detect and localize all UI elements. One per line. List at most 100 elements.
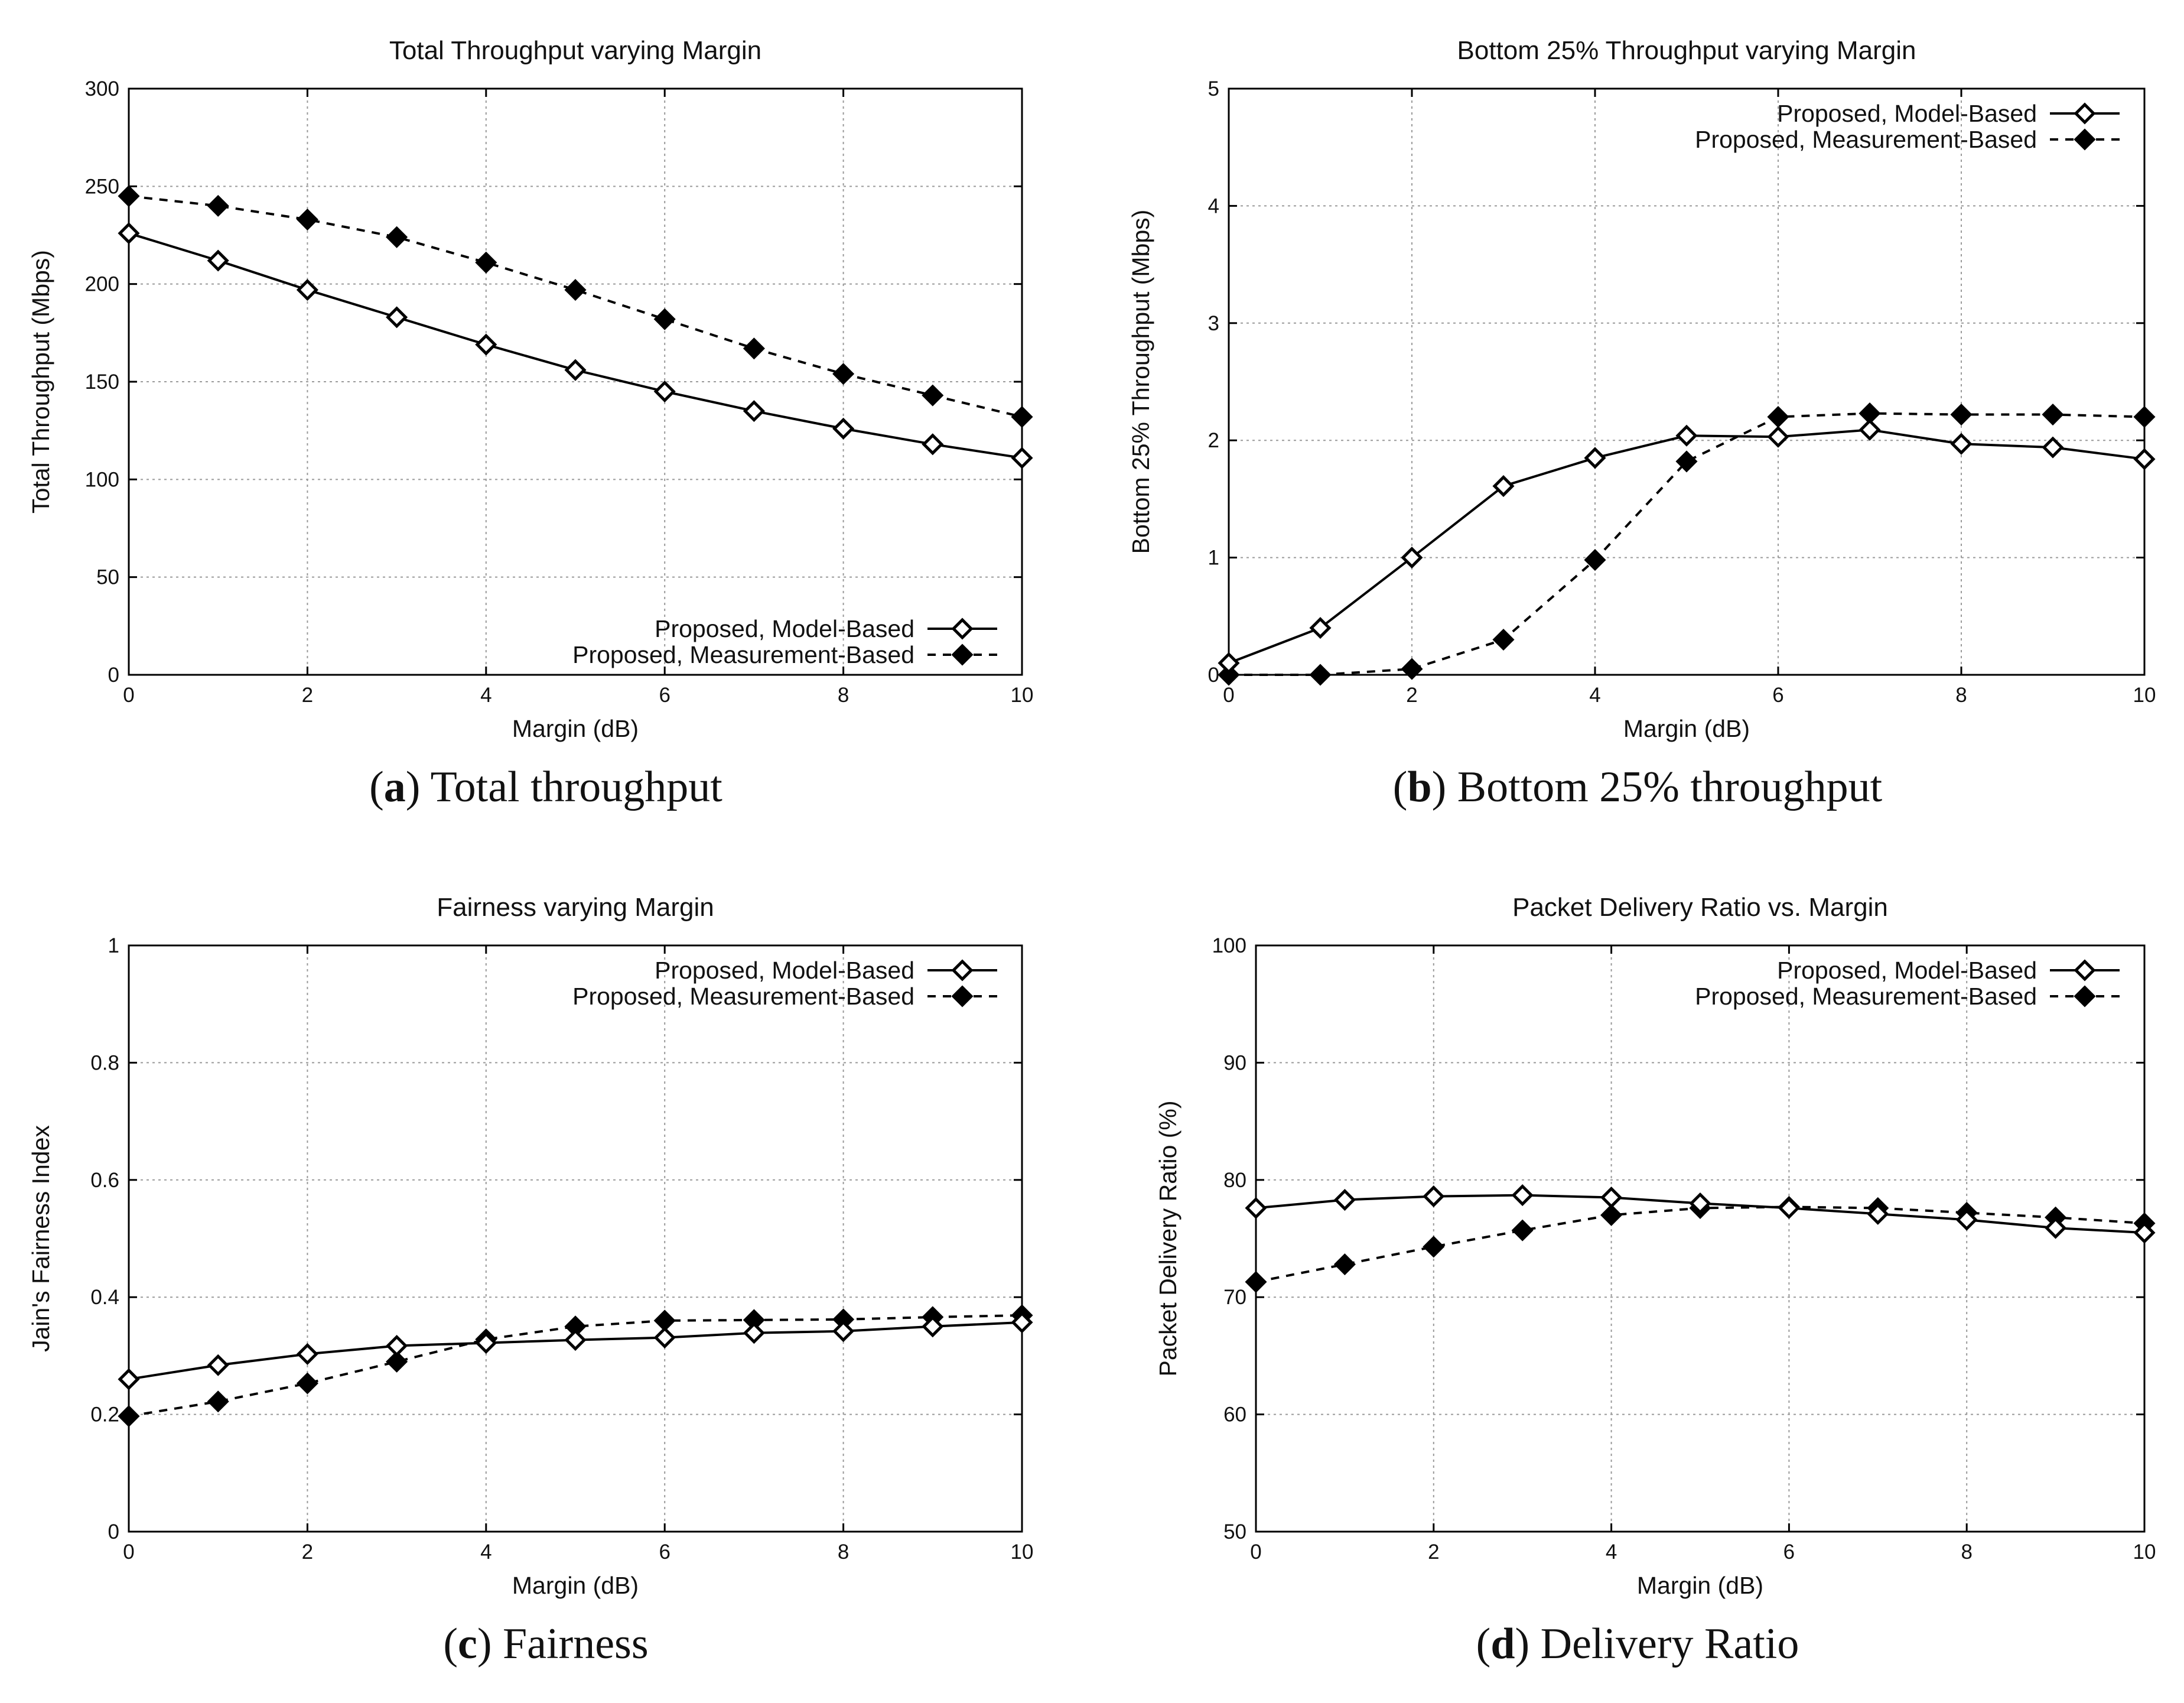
data-point-model (2042, 436, 2064, 459)
chart-title: Packet Delivery Ratio vs. Margin (1512, 893, 1888, 922)
legend-marker-measurement (2074, 985, 2096, 1008)
plot-frame (1228, 87, 2146, 676)
data-point-measurement (1218, 664, 1240, 686)
y-tick-label: 0 (108, 1520, 119, 1543)
series-line-model (128, 232, 1023, 459)
data-point-model (1867, 1202, 1889, 1225)
data-point-model (1011, 1311, 1033, 1334)
data-point-measurement (118, 185, 140, 207)
legend-label-measurement: Proposed, Measurement-Based (572, 983, 914, 1010)
legend-label-model: Proposed, Model-Based (655, 957, 914, 984)
x-tick-label: 6 (659, 1540, 670, 1564)
x-tick-label: 6 (659, 684, 670, 707)
data-point-model (1950, 433, 1973, 455)
x-tick-label: 4 (480, 1540, 492, 1564)
x-tick-label: 2 (1428, 1540, 1439, 1564)
data-point-model (386, 1335, 408, 1357)
x-axis-label: Margin (dB) (1637, 1572, 1763, 1599)
x-tick-label: 0 (1250, 1540, 1261, 1564)
data-point-measurement (1600, 1204, 1623, 1226)
x-tick-label: 4 (1589, 684, 1600, 707)
legend-label-model: Proposed, Model-Based (655, 615, 914, 642)
data-point-measurement (1423, 1236, 1445, 1258)
data-point-measurement (1011, 405, 1033, 428)
data-point-model (207, 249, 229, 272)
caption-b: (b) Bottom 25% throughput (1392, 763, 1883, 811)
data-point-model (1423, 1185, 1445, 1208)
data-point-model (1675, 424, 1698, 447)
data-point-model (1218, 652, 1240, 674)
y-tick-label: 0.2 (90, 1403, 119, 1426)
data-point-measurement (922, 384, 944, 407)
data-point-model (1778, 1197, 1800, 1219)
data-point-model (296, 279, 318, 301)
y-tick-label: 50 (1223, 1520, 1246, 1543)
plot-frame (1255, 944, 2146, 1533)
data-point-measurement (2042, 404, 2064, 426)
chart-title: Bottom 25% Throughput varying Margin (1457, 36, 1916, 65)
x-tick-label: 6 (1783, 1540, 1795, 1564)
y-axis-label: Total Throughput (Mbps) (27, 250, 54, 514)
data-point-model (2133, 448, 2156, 470)
data-point-measurement (386, 1350, 408, 1373)
legend-marker-model (2074, 102, 2096, 125)
y-tick-label: 150 (85, 370, 119, 394)
panel-fairness: Fairness varying Margin 0 2 4 6 8 10 0 0.2 0.4 0.6… (0, 857, 1092, 1703)
series-line-measurement (128, 1314, 1023, 1418)
series-line-measurement (1229, 412, 2145, 676)
x-tick-label: 2 (302, 1540, 313, 1564)
data-point-measurement (564, 279, 587, 301)
caption-c-letter: c (457, 1620, 477, 1668)
panel-total-throughput: Total Throughput varying Margin 0 2 4 6 8 10 0 5… (0, 0, 1092, 846)
x-tick-label: 10 (1011, 1540, 1034, 1564)
data-point-model (653, 380, 676, 403)
data-point-measurement (1584, 549, 1606, 571)
x-tick-label: 8 (838, 684, 849, 707)
x-tick-label: 2 (1406, 684, 1417, 707)
y-tick-label: 0 (1208, 664, 1219, 687)
data-point-model (2133, 1221, 2156, 1244)
caption-d-text: Delivery Ratio (1540, 1620, 1799, 1668)
data-point-model (1492, 475, 1515, 498)
y-tick-label: 0 (108, 664, 119, 687)
y-tick-label: 90 (1223, 1051, 1246, 1074)
caption-b-text: Bottom 25% throughput (1457, 763, 1883, 811)
y-tick-label: 70 (1223, 1286, 1246, 1309)
y-tick-label: 250 (85, 175, 119, 198)
y-tick-label: 3 (1208, 312, 1219, 335)
caption-b-letter: b (1407, 763, 1432, 811)
data-point-measurement (1492, 628, 1515, 651)
data-point-model (564, 1329, 587, 1351)
x-axis-label: Margin (dB) (1623, 715, 1750, 742)
y-tick-label: 5 (1208, 77, 1219, 100)
data-point-measurement (475, 251, 497, 274)
x-tick-label: 0 (123, 684, 134, 707)
plot-frame (128, 87, 1023, 676)
data-point-model (118, 1368, 140, 1390)
y-tick-label: 100 (85, 468, 119, 491)
legend-label-measurement: Proposed, Measurement-Based (572, 641, 914, 668)
data-point-model (475, 333, 497, 356)
data-point-model (922, 1315, 944, 1338)
caption-a-text: Total throughput (430, 763, 722, 811)
x-tick-label: 10 (2133, 684, 2156, 707)
legend-label-model: Proposed, Model-Based (1777, 100, 2037, 127)
y-tick-label: 50 (96, 566, 119, 589)
y-tick-label: 2 (1208, 429, 1219, 452)
x-tick-label: 8 (1961, 1540, 1972, 1564)
data-point-model (1689, 1192, 1711, 1215)
x-tick-label: 10 (2133, 1540, 2156, 1564)
data-point-measurement (386, 226, 408, 248)
x-tick-label: 10 (1011, 684, 1034, 707)
chart-delivery-ratio: Packet Delivery Ratio vs. Margin 0 2 4 6 8 10 5… (1154, 893, 2156, 1599)
x-axis-label: Margin (dB) (512, 1572, 639, 1599)
y-tick-label: 80 (1223, 1169, 1246, 1192)
data-point-model (743, 400, 765, 422)
legend-label-model: Proposed, Model-Based (1777, 957, 2037, 984)
legend-marker-measurement (951, 644, 974, 666)
data-point-measurement (832, 363, 855, 385)
data-point-measurement (296, 209, 318, 231)
chart-title: Fairness varying Margin (437, 893, 714, 922)
